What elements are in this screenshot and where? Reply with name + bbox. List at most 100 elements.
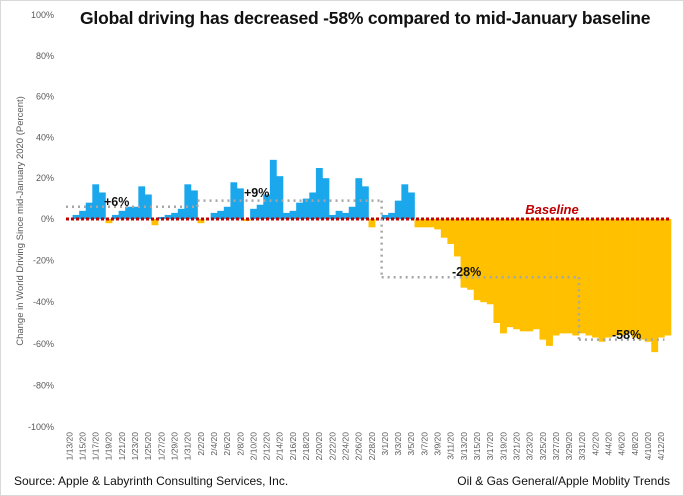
x-tick-label: 1/13/20 [64, 432, 74, 461]
x-tick-label: 3/17/20 [485, 432, 495, 461]
chart-title: Global driving has decreased -58% compar… [80, 8, 651, 28]
x-tick-label: 2/18/20 [301, 432, 311, 461]
y-tick-label: 60% [36, 92, 54, 102]
bar [467, 219, 475, 290]
bar [572, 219, 580, 336]
bar [256, 204, 264, 219]
x-tick-label: 4/12/20 [656, 432, 666, 461]
bar [151, 219, 159, 226]
bar [460, 219, 468, 288]
bar [611, 219, 619, 336]
bar [190, 190, 198, 219]
bar [309, 192, 317, 219]
x-tick-label: 3/25/20 [538, 432, 548, 461]
x-tick-label: 4/4/20 [604, 432, 614, 456]
x-tick-label: 3/5/20 [406, 432, 416, 456]
x-tick-label: 3/1/20 [380, 432, 390, 456]
y-tick-label: -100% [28, 422, 54, 432]
x-tick-label: 3/13/20 [459, 432, 469, 461]
x-tick-label: 2/2/20 [196, 432, 206, 456]
x-tick-label: 1/31/20 [183, 432, 193, 461]
bar [355, 178, 363, 219]
x-tick-label: 1/19/20 [104, 432, 114, 461]
bar [526, 219, 534, 332]
bar [223, 206, 231, 219]
bar [118, 210, 126, 219]
bar [401, 184, 409, 219]
bar [210, 212, 218, 219]
bar [269, 159, 277, 219]
x-tick-label: 3/3/20 [393, 432, 403, 456]
x-tick-label: 3/9/20 [433, 432, 443, 456]
bar [250, 208, 258, 219]
bar [335, 210, 343, 219]
x-axis-ticks: 1/13/20 1/15/20 1/17/20 1/19/20 1/21/20 1/23/… [64, 432, 666, 461]
bar [177, 208, 185, 219]
bar [480, 219, 488, 303]
bar [486, 219, 494, 305]
average-label: +9% [244, 186, 269, 200]
bar [453, 219, 461, 257]
x-tick-label: 3/29/20 [564, 432, 574, 461]
x-tick-label: 1/29/20 [170, 432, 180, 461]
bar [296, 202, 304, 219]
bar [361, 186, 369, 219]
x-tick-label: 3/31/20 [577, 432, 587, 461]
bar [447, 219, 455, 244]
bar [539, 219, 547, 340]
x-tick-label: 3/27/20 [551, 432, 561, 461]
bar [217, 210, 225, 219]
bar [651, 219, 659, 353]
x-tick-label: 4/8/20 [630, 432, 640, 456]
x-tick-label: 3/7/20 [419, 432, 429, 456]
x-tick-label: 4/6/20 [617, 432, 627, 456]
bar [421, 219, 428, 228]
x-tick-label: 1/21/20 [117, 432, 127, 461]
bar [125, 206, 133, 219]
bar [348, 206, 356, 219]
x-tick-label: 2/20/20 [314, 432, 324, 461]
x-tick-label: 3/19/20 [498, 432, 508, 461]
bar [493, 219, 501, 323]
bar [197, 219, 205, 224]
bar [592, 219, 599, 338]
bar [434, 219, 442, 230]
bar [440, 219, 448, 238]
x-tick-label: 1/27/20 [156, 432, 166, 461]
bar [315, 168, 323, 219]
bar [92, 184, 100, 219]
bar [605, 219, 613, 338]
bar [276, 176, 284, 219]
bar [236, 188, 244, 219]
bar [664, 219, 672, 336]
bar [657, 219, 665, 338]
y-tick-label: -60% [33, 339, 54, 349]
x-tick-label: 1/15/20 [77, 432, 87, 461]
x-tick-label: 3/21/20 [511, 432, 521, 461]
bar [624, 219, 632, 334]
y-tick-label: 40% [36, 132, 54, 142]
bar [283, 212, 290, 219]
bar [427, 219, 435, 228]
bar [638, 219, 645, 340]
average-label: -58% [612, 328, 641, 342]
bar [578, 219, 586, 334]
x-tick-label: 2/12/20 [262, 432, 272, 461]
bar [532, 219, 540, 330]
bar [506, 219, 514, 328]
bar [164, 214, 172, 219]
bar [394, 200, 402, 219]
bar [85, 202, 93, 219]
bar [414, 219, 422, 228]
bar [644, 219, 652, 342]
x-tick-label: 2/8/20 [235, 432, 245, 456]
baseline-label: Baseline [525, 202, 578, 217]
x-tick-label: 2/26/20 [354, 432, 364, 461]
bar [381, 214, 389, 219]
y-tick-label: 100% [31, 10, 54, 20]
y-tick-label: 0% [41, 214, 54, 224]
x-tick-label: 2/10/20 [248, 432, 258, 461]
x-tick-label: 3/11/20 [446, 432, 456, 460]
bar [131, 206, 139, 219]
